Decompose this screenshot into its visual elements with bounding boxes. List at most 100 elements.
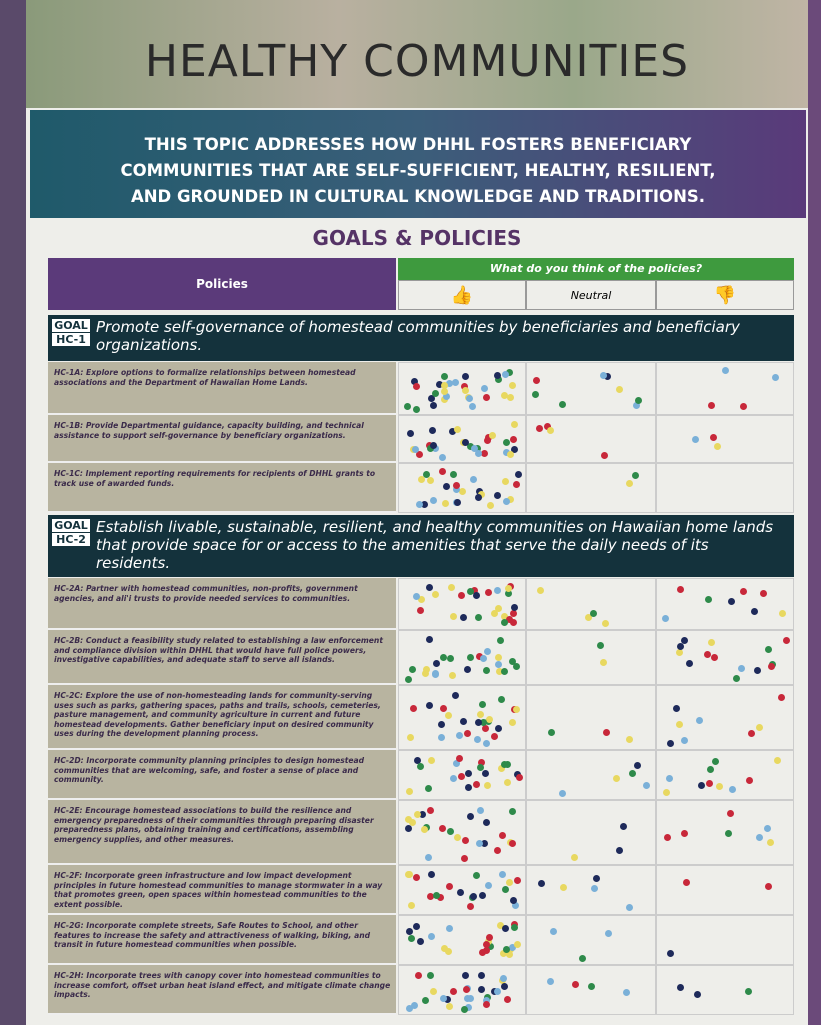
sticker-dot (676, 585, 684, 593)
sticker-dot (467, 903, 475, 911)
sticker-dot (698, 782, 706, 790)
question-header: What do you think of the policies? (398, 258, 794, 280)
sticker-dot (498, 695, 506, 703)
policy-text: HC-1B: Provide Departmental guidance, ca… (54, 421, 364, 440)
thumbs-down-icon: 👎 (656, 280, 794, 310)
sticker-dot (427, 892, 435, 900)
sticker-dot (479, 892, 487, 900)
sticker-dot (426, 584, 434, 592)
sticker-dot (666, 774, 674, 782)
sticker-dot (478, 758, 485, 766)
sticker-dot (405, 675, 413, 683)
sticker-dot (405, 871, 413, 879)
vote-cell (398, 630, 526, 685)
sticker-dot (404, 402, 411, 410)
sticker-dot (578, 955, 586, 963)
sticker-dot (559, 884, 567, 892)
sticker-dot (502, 371, 510, 379)
sticker-dot (449, 774, 457, 782)
sticker-dot (711, 653, 719, 661)
sticker-dot (499, 975, 507, 983)
sticker-dot (479, 655, 487, 663)
sticker-dot (410, 377, 418, 385)
sticker-dot (613, 775, 621, 783)
sticker-dot (470, 586, 478, 594)
sticker-dot (478, 986, 486, 994)
sticker-dot (494, 724, 502, 732)
sticker-dot (500, 761, 508, 769)
sticker-dot (412, 382, 420, 390)
sticker-dot (442, 392, 450, 400)
policy-cell (48, 915, 396, 965)
sticker-dot (480, 718, 488, 726)
sticker-dot (473, 780, 481, 788)
sticker-dot (494, 586, 502, 594)
sticker-dot (483, 740, 491, 748)
sticker-dot (494, 371, 502, 379)
sticker-dot (515, 774, 523, 782)
vote-cell (398, 915, 526, 965)
sticker-dot (675, 721, 683, 729)
policy-text: HC-2G: Incorporate complete streets, Saf… (54, 921, 371, 949)
sticker-dot (704, 651, 712, 659)
sticker-dot (493, 491, 501, 499)
sticker-dot (559, 401, 567, 409)
sticker-dot (501, 619, 509, 627)
policy-text: HC-1A: Explore options to formalize rela… (54, 368, 356, 387)
sticker-dot (764, 882, 772, 890)
sticker-dot (473, 735, 481, 743)
sticker-dot (600, 658, 608, 666)
sticker-dot (455, 732, 463, 740)
sticker-dot (512, 901, 520, 909)
sticker-dot (721, 367, 729, 375)
sticker-dot (707, 638, 715, 646)
goal-bar (48, 315, 794, 361)
sticker-dot (441, 944, 449, 952)
sticker-dot (446, 655, 454, 663)
intro-banner: THIS TOPIC ADDRESSES HOW DHHL FOSTERS BE… (30, 110, 806, 218)
sticker-dot (459, 488, 467, 496)
sticker-dot (506, 950, 514, 958)
sticker-dot (439, 704, 447, 712)
side-panel (0, 0, 26, 1025)
sticker-dot (503, 438, 511, 446)
sticker-dot (454, 425, 462, 433)
sticker-dot (405, 825, 413, 833)
sticker-dot (755, 724, 763, 732)
sticker-dot (537, 586, 545, 594)
sticker-dot (682, 878, 690, 886)
sticker-dot (705, 596, 713, 604)
sticker-dot (771, 374, 779, 382)
sticker-dot (501, 885, 509, 893)
sticker-dot (456, 755, 464, 763)
sticker-dot (548, 728, 556, 736)
sticker-dot (406, 734, 414, 741)
sticker-dot (748, 730, 756, 738)
sticker-dot (453, 499, 461, 507)
title: HEALTHY COMMUNITIES (144, 36, 690, 87)
sticker-dot (663, 833, 671, 841)
sticker-dot (457, 888, 465, 896)
sticker-dot (590, 609, 598, 617)
sticker-dot (432, 892, 440, 900)
sticker-dot (422, 669, 430, 677)
vote-cell (398, 362, 526, 415)
sticker-dot (479, 949, 487, 957)
vote-cell (526, 865, 656, 915)
sticker-dot (619, 823, 627, 831)
sticker-dot (533, 376, 541, 384)
vote-cell (526, 362, 656, 415)
sticker-dot (715, 782, 723, 790)
sticker-dot (597, 641, 605, 649)
sticker-dot (430, 402, 438, 410)
vote-cell (656, 915, 794, 965)
sticker-dot (680, 830, 688, 838)
header-photo (26, 0, 808, 108)
sticker-dot (412, 446, 420, 454)
sticker-dot (496, 636, 504, 644)
sticker-dot (448, 583, 456, 591)
sticker-dot (432, 671, 440, 679)
vote-cell (398, 965, 526, 1015)
sticker-dot (493, 987, 501, 995)
sticker-dot (494, 660, 502, 668)
